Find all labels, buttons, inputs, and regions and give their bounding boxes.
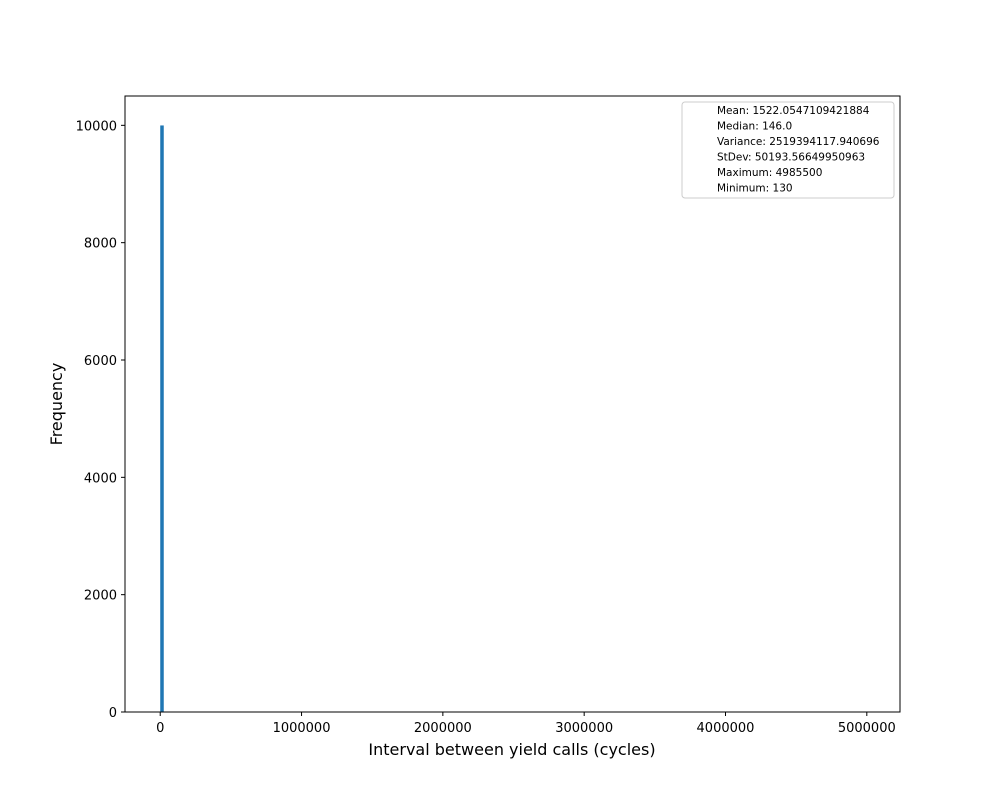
x-tick-label: 3000000 — [555, 721, 613, 736]
x-tick-label: 0 — [156, 721, 164, 736]
legend-entry: Mean: 1522.0547109421884 — [717, 105, 870, 117]
y-tick-label: 0 — [109, 706, 117, 721]
x-tick-label: 5000000 — [838, 721, 896, 736]
x-tick-label: 1000000 — [273, 721, 331, 736]
y-tick-label: 10000 — [76, 119, 117, 134]
histogram-bar-0 — [160, 125, 164, 712]
legend-entries: Mean: 1522.0547109421884 Median: 146.0 Var… — [717, 105, 880, 195]
bars-group — [160, 125, 164, 712]
legend-entry: Median: 146.0 — [717, 121, 792, 133]
x-axis-label: Interval between yield calls (cycles) — [368, 740, 655, 759]
x-ticks: 0 1000000 2000000 3000000 4000000 5000000 — [156, 712, 896, 736]
legend: Mean: 1522.0547109421884 Median: 146.0 Var… — [681, 101, 895, 199]
axes-frame — [124, 95, 901, 713]
y-ticks: 0 2000 4000 6000 8000 10000 — [76, 119, 125, 721]
legend-entry: Minimum: 130 — [717, 183, 793, 195]
y-axis-label: Frequency — [47, 363, 66, 446]
y-tick-label: 6000 — [84, 354, 117, 369]
legend-entry: StDev: 50193.56649950963 — [717, 152, 865, 164]
x-tick-label: 4000000 — [697, 721, 755, 736]
x-tick-label: 2000000 — [414, 721, 472, 736]
y-tick-label: 2000 — [84, 589, 117, 604]
y-tick-label: 8000 — [84, 237, 117, 252]
legend-entry: Variance: 2519394117.940696 — [717, 136, 880, 148]
y-tick-label: 4000 — [84, 471, 117, 486]
legend-entry: Maximum: 4985500 — [717, 167, 822, 179]
legend-box — [681, 101, 895, 199]
